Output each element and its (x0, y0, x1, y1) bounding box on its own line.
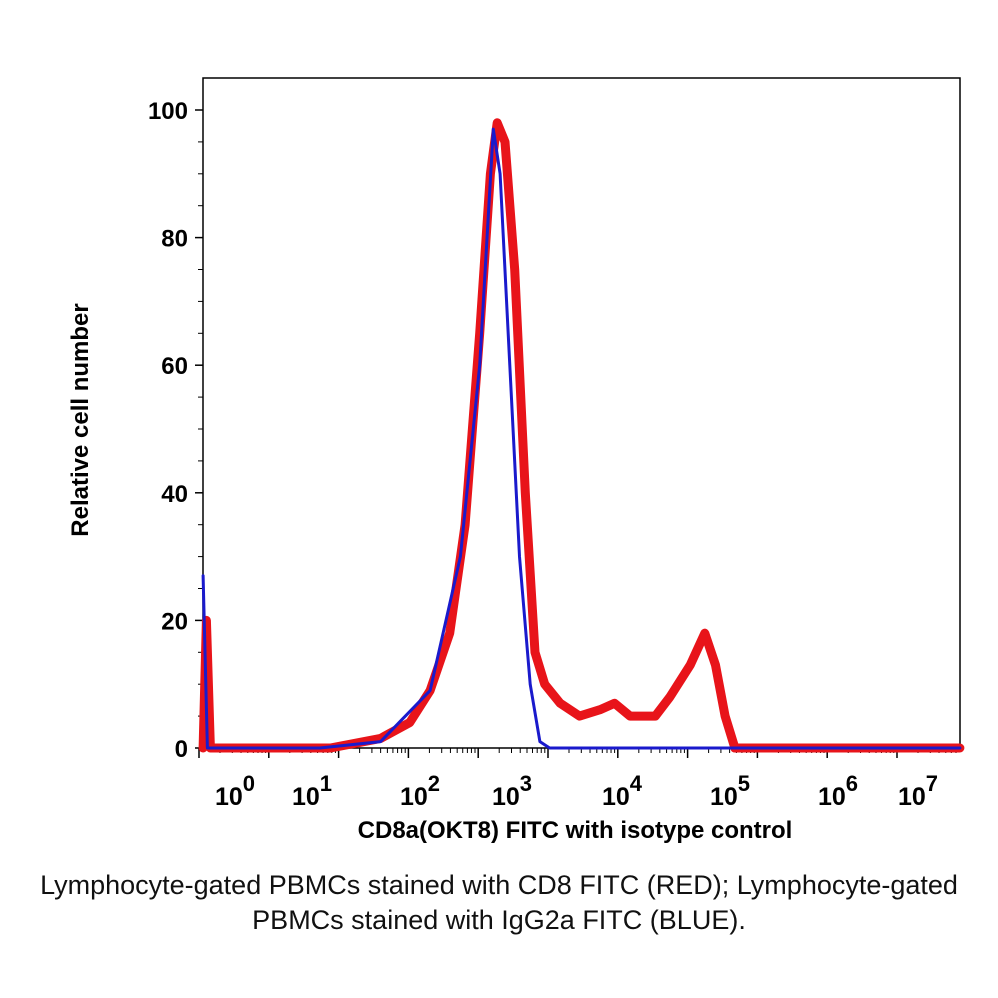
y-tick-label: 80 (161, 226, 188, 253)
y-axis-label: Relative cell number (67, 303, 94, 536)
y-tick-label: 40 (161, 481, 188, 508)
x-axis-label: CD8a(OKT8) FITC with isotype control (358, 817, 793, 844)
plot-frame (202, 77, 961, 749)
x-tick-label: 103 (492, 771, 532, 811)
x-tick-label: 102 (400, 771, 440, 811)
series-red-curve (198, 118, 965, 753)
series-blue-curve (201, 127, 962, 750)
x-tick-label: 107 (898, 771, 938, 811)
x-tick-label: 101 (292, 771, 332, 811)
y-tick-label: 60 (161, 353, 188, 380)
x-tick-label: 100 (215, 771, 255, 811)
y-tick-label: 100 (148, 98, 188, 125)
y-tick-label: 20 (161, 608, 188, 635)
x-tick-label: 104 (602, 771, 643, 811)
x-tick-label: 106 (818, 771, 858, 811)
x-tick-label: 105 (710, 771, 750, 811)
y-tick-label: 0 (175, 736, 188, 763)
figure-caption: Lymphocyte-gated PBMCs stained with CD8 … (40, 870, 958, 935)
